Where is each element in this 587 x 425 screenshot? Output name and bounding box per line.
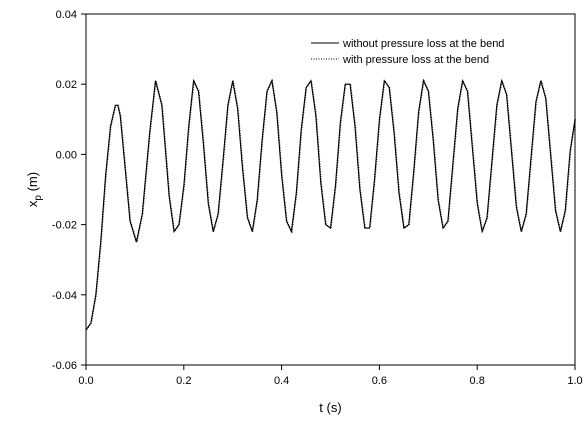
legend: without pressure loss at the bend with p… xyxy=(311,38,504,66)
y-tick-label: 0.00 xyxy=(56,149,77,161)
plot-frame xyxy=(85,13,576,366)
series-layer xyxy=(85,78,577,331)
plot-area: 0.0 0.2 0.4 0.6 0.8 1.0 -0.06 -0.04 -0.02 0.00 0.… xyxy=(52,9,583,387)
x-tick-label: 0.0 xyxy=(78,375,93,387)
x-tick-label: 0.4 xyxy=(274,375,289,387)
legend-entry-with-loss: with pressure loss at the bend xyxy=(342,54,489,66)
x-tick-label: 0.8 xyxy=(470,375,485,387)
y-tick-label: -0.02 xyxy=(52,220,77,232)
y-axis-label-subscript: p xyxy=(33,195,44,201)
y-axis-label-unit: (m) xyxy=(25,172,40,195)
series-line-1 xyxy=(86,78,577,331)
legend-entry-without-loss: without pressure loss at the bend xyxy=(342,38,504,50)
y-tick-label: -0.06 xyxy=(52,360,77,372)
series-line-0 xyxy=(85,78,576,331)
y-axis: -0.06 -0.04 -0.02 0.00 0.02 0.04 xyxy=(52,9,86,372)
y-axis-label: xp (m) xyxy=(25,172,44,207)
x-tick-label: 0.6 xyxy=(372,375,387,387)
x-axis-label: t (s) xyxy=(319,400,341,415)
y-axis-label-base: x xyxy=(25,200,40,207)
x-axis: 0.0 0.2 0.4 0.6 0.8 1.0 xyxy=(78,365,583,387)
y-tick-label: 0.02 xyxy=(56,79,77,91)
y-tick-label: -0.04 xyxy=(52,290,77,302)
x-tick-label: 1.0 xyxy=(567,375,582,387)
y-tick-label: 0.04 xyxy=(56,9,77,21)
x-tick-label: 0.2 xyxy=(176,375,191,387)
